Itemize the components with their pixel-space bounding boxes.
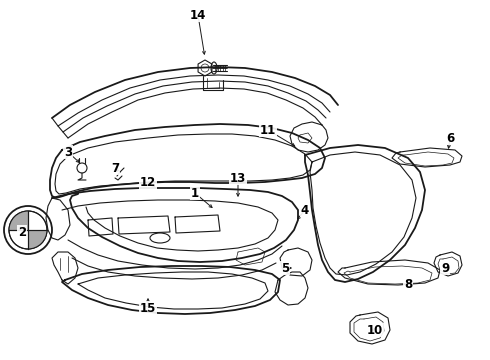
Text: 5: 5: [281, 261, 289, 274]
Text: 13: 13: [230, 171, 246, 185]
Text: 7: 7: [111, 162, 119, 175]
Text: 10: 10: [367, 324, 383, 337]
Text: 9: 9: [441, 261, 449, 274]
Text: 2: 2: [18, 225, 26, 239]
Text: 6: 6: [446, 131, 454, 144]
Text: 11: 11: [260, 123, 276, 136]
Text: 1: 1: [191, 186, 199, 199]
Text: 4: 4: [301, 203, 309, 216]
Text: 8: 8: [404, 279, 412, 292]
Text: 15: 15: [140, 302, 156, 315]
Wedge shape: [28, 230, 47, 249]
Text: 12: 12: [140, 176, 156, 189]
Text: 3: 3: [64, 145, 72, 158]
Text: 14: 14: [190, 9, 206, 22]
Wedge shape: [9, 211, 28, 230]
